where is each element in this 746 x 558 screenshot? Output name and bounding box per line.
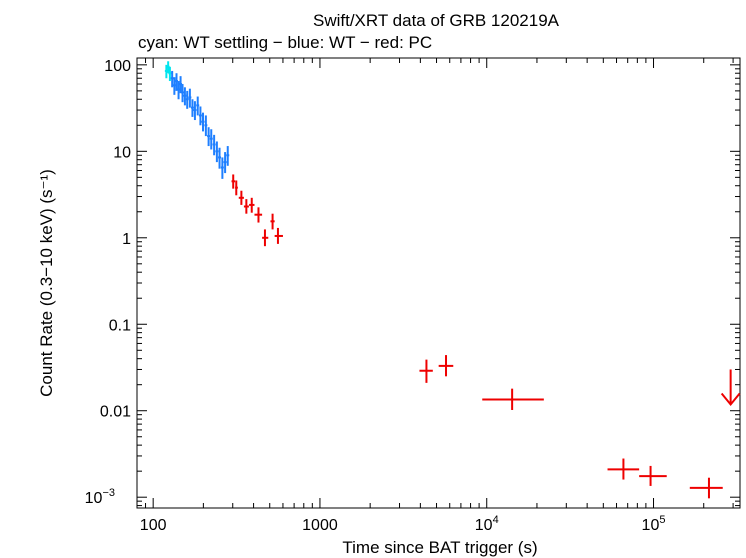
data-point [212, 134, 216, 156]
data-point [249, 197, 255, 213]
data-point [190, 99, 194, 117]
series-pc [231, 174, 723, 499]
data-point [181, 84, 185, 103]
plot-frame [136, 57, 741, 509]
chart-subtitle: cyan: WT settling − blue: WT − red: PC [138, 33, 432, 52]
data-point [201, 112, 205, 132]
data-point [639, 465, 667, 486]
x-tick-label: 1000 [302, 517, 338, 534]
data-point [174, 73, 178, 91]
data-point [254, 207, 263, 223]
data-point [172, 77, 176, 95]
x-tick-label: 104 [475, 514, 499, 534]
data-point [198, 106, 202, 126]
x-tick-label: 100 [140, 517, 167, 534]
ticks-layer: 100 1000 104 105 100 10 1 0.1 0.01 10−3 [85, 58, 740, 534]
y-tick-label: 1 [122, 231, 131, 248]
y-tick-label: 0.1 [109, 317, 131, 334]
x-tick-label: 105 [642, 514, 666, 534]
data-point [262, 229, 269, 247]
data-point [438, 355, 454, 377]
data-point [204, 115, 208, 137]
upper-limit-arrow [720, 369, 741, 407]
data-layer [164, 61, 741, 499]
data-point [231, 174, 236, 189]
data-point [607, 458, 640, 480]
y-tick-label: 0.01 [100, 404, 131, 421]
series-wt [170, 70, 230, 179]
arrow-head [720, 392, 741, 407]
y-tick-label: 100 [104, 58, 131, 75]
data-point [220, 157, 224, 179]
data-point [183, 87, 187, 106]
data-point [170, 70, 174, 88]
y-axis-label: Count Rate (0.3−10 keV) (s⁻¹) [37, 169, 56, 397]
data-point [689, 477, 723, 499]
data-point [209, 129, 213, 150]
data-point [243, 199, 249, 214]
data-point [419, 359, 433, 383]
y-tick-label: 10−3 [85, 487, 115, 507]
data-point [482, 388, 544, 410]
data-point [235, 180, 238, 196]
y-tick-label: 10 [113, 144, 131, 161]
data-point [188, 88, 192, 108]
data-point [226, 146, 230, 166]
data-point [238, 190, 244, 205]
data-point [274, 227, 283, 244]
x-axis-label: Time since BAT trigger (s) [342, 538, 537, 557]
data-point [223, 152, 227, 174]
data-point [218, 147, 222, 169]
data-point [193, 101, 197, 121]
data-point [196, 96, 200, 116]
data-point [207, 127, 211, 147]
data-point [168, 66, 172, 82]
series-wt-settling [164, 61, 172, 82]
chart-title: Swift/XRT data of GRB 120219A [313, 11, 560, 30]
data-point [185, 90, 189, 109]
data-point [270, 213, 275, 230]
data-point [177, 81, 181, 100]
data-point [215, 141, 219, 163]
